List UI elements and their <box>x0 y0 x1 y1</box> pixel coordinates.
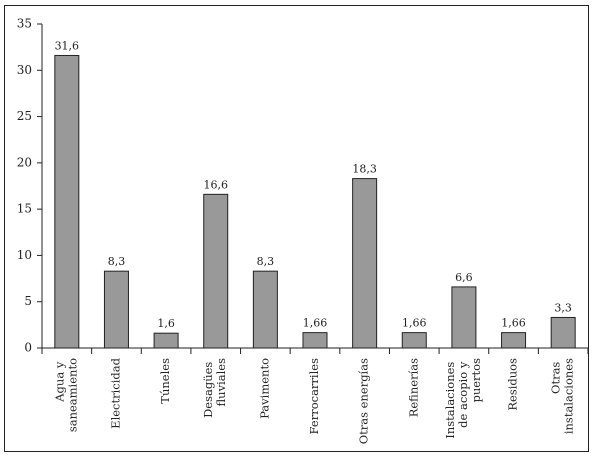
value-label: 18,3 <box>352 163 377 176</box>
x-tick-label: Agua y saneamiento <box>52 358 79 432</box>
value-label: 8,3 <box>257 255 275 268</box>
bar <box>103 270 129 349</box>
bar <box>252 270 278 349</box>
bar <box>203 193 229 349</box>
bar <box>401 332 427 349</box>
value-label: 1,66 <box>402 317 427 330</box>
value-label: 31,6 <box>55 39 80 52</box>
y-tick-label: 20 <box>17 155 32 169</box>
bar <box>153 332 179 349</box>
x-tick-label: Refinerías <box>406 358 420 417</box>
y-tick-label: 10 <box>17 248 32 262</box>
x-tick-label: Otras instalaciones <box>549 358 576 434</box>
bar <box>501 332 527 349</box>
y-tick-label: 25 <box>17 109 32 123</box>
y-tick-label: 0 <box>24 341 32 355</box>
value-label: 1,66 <box>501 317 526 330</box>
chart-frame <box>4 5 589 452</box>
x-tick-label: Desagües fluviales <box>201 358 228 418</box>
y-tick-label: 15 <box>17 202 32 216</box>
x-tick-label: Instalaciones de acopio y puertos <box>443 358 483 439</box>
value-label: 3,3 <box>554 301 572 314</box>
y-tick-label: 30 <box>17 63 32 77</box>
y-tick-label: 5 <box>24 294 32 308</box>
value-label: 1,6 <box>157 317 175 330</box>
value-label: 1,66 <box>303 317 328 330</box>
y-tick-label: 35 <box>17 17 32 31</box>
x-tick-label: Pavimento <box>257 358 271 419</box>
x-tick-label: Otras energías <box>357 358 371 444</box>
value-label: 16,6 <box>203 178 228 191</box>
x-tick-label: Electricidad <box>108 357 122 428</box>
bar <box>550 316 576 349</box>
bar <box>451 286 477 349</box>
bar <box>352 178 378 349</box>
value-label: 6,6 <box>455 271 473 284</box>
x-tick-label: Ferrocarriles <box>307 358 321 435</box>
x-tick-label: Túneles <box>158 358 172 404</box>
bar <box>302 332 328 349</box>
bar <box>54 54 80 349</box>
value-label: 8,3 <box>108 255 126 268</box>
x-tick-label: Residuos <box>506 358 520 411</box>
